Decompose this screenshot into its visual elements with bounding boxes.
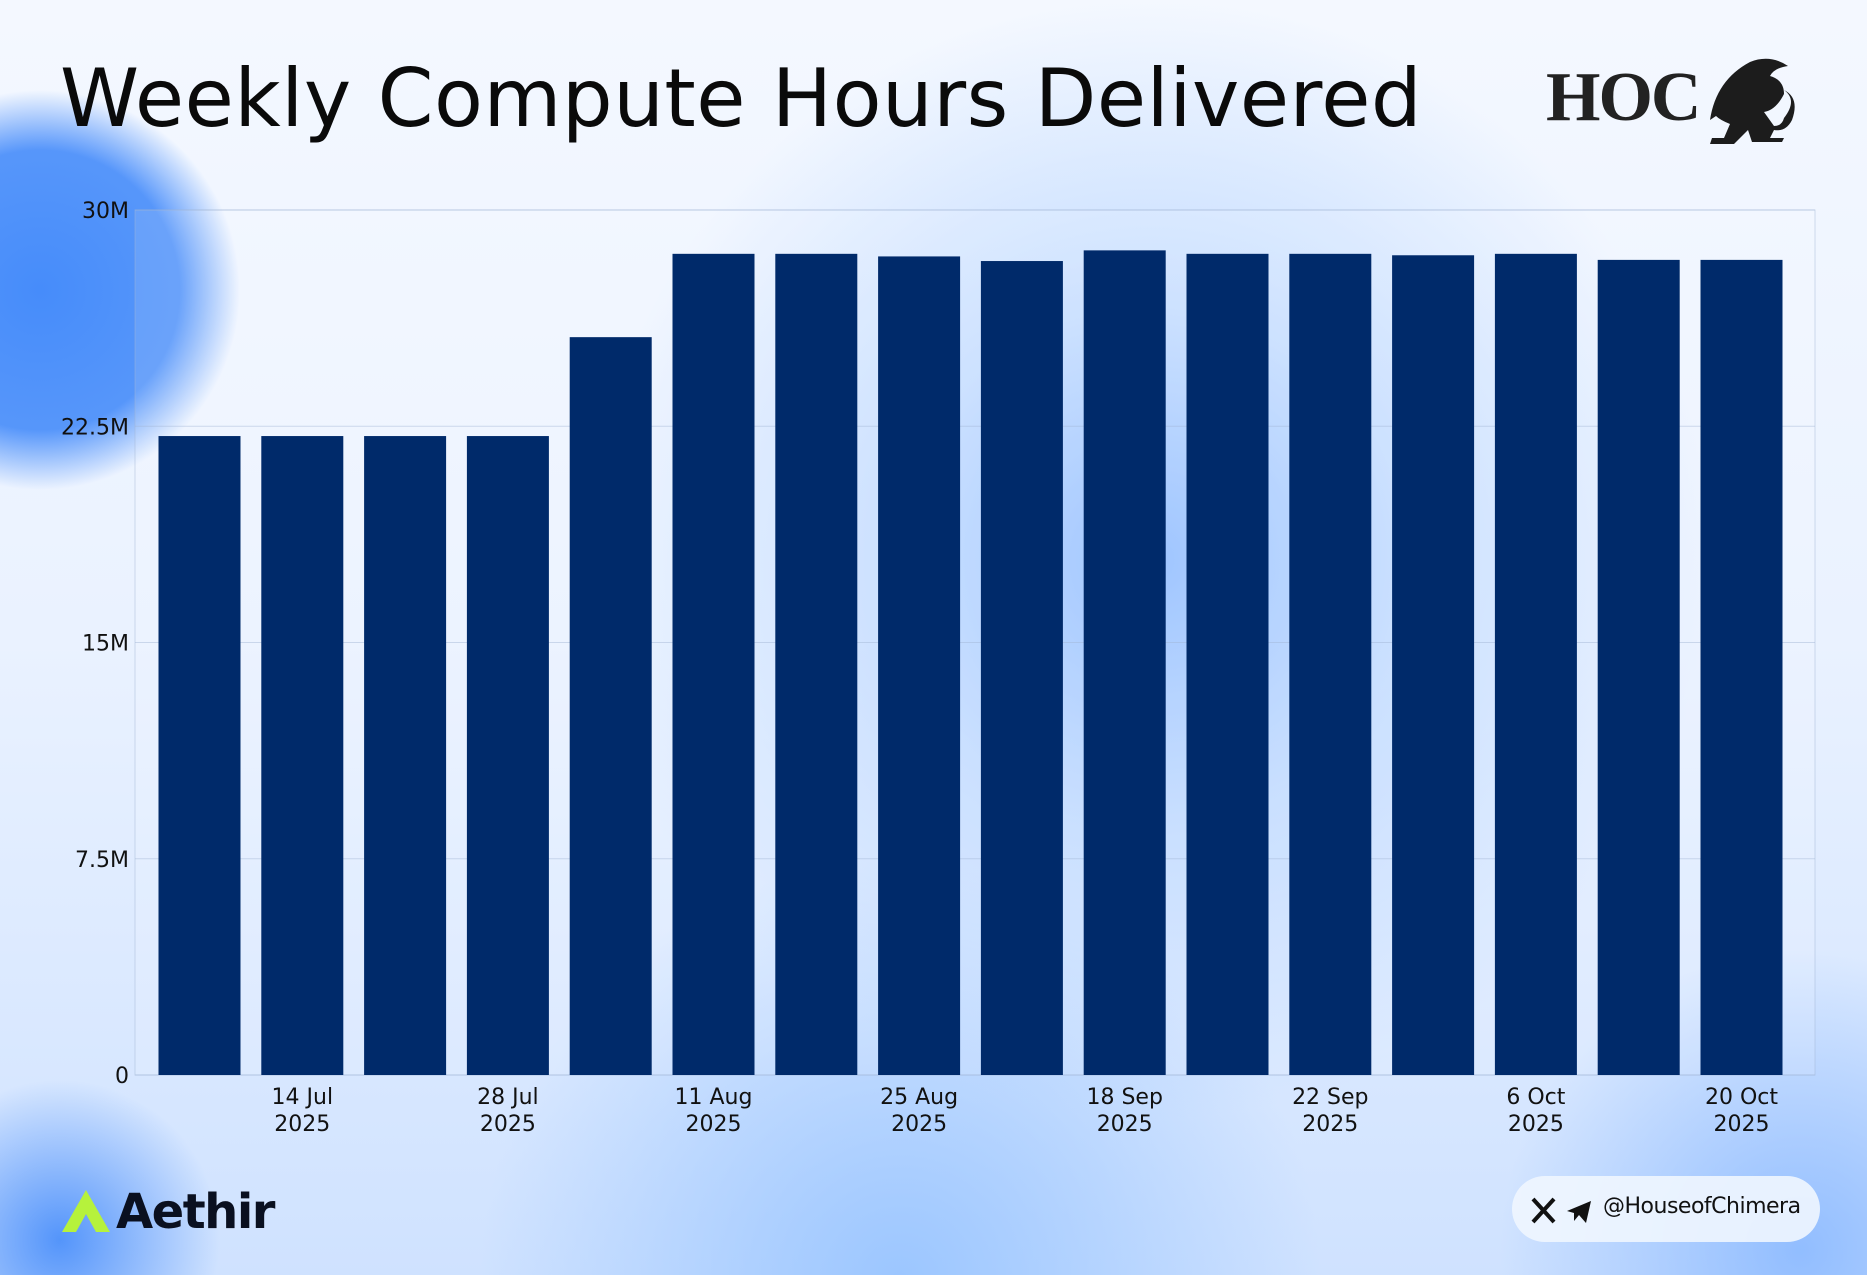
bar: [1392, 255, 1475, 1076]
x-tick-label: 6 Oct 2025: [1506, 1085, 1566, 1137]
bar: [1597, 259, 1680, 1075]
bar: [1186, 253, 1269, 1075]
bar: [158, 436, 241, 1075]
bar: [775, 253, 858, 1075]
bar: [980, 261, 1063, 1075]
y-tick-label: 22.5M: [61, 415, 129, 440]
y-tick-label: 15M: [82, 632, 129, 657]
bar: [1494, 253, 1577, 1075]
brand-name: Aethir: [116, 1184, 275, 1240]
x-tick-label: 11 Aug 2025: [674, 1085, 753, 1137]
x-tick-label: 22 Sep 2025: [1292, 1085, 1369, 1137]
bar: [878, 256, 961, 1076]
bar: [466, 436, 549, 1075]
x-tick-label: 20 Oct 2025: [1704, 1085, 1779, 1137]
x-tick-label: 25 Aug 2025: [880, 1085, 959, 1137]
x-tick-label: 14 Jul 2025: [271, 1085, 334, 1137]
lion-icon: [1710, 58, 1795, 144]
logo-text: HOC: [1546, 59, 1701, 136]
y-tick-label: 0: [115, 1064, 129, 1089]
bar: [1289, 253, 1372, 1075]
y-tick-label: 30M: [82, 199, 129, 224]
bar: [364, 436, 447, 1075]
bar: [261, 436, 344, 1075]
x-tick-label: 28 Jul 2025: [477, 1085, 539, 1137]
handle-pill: [1512, 1176, 1820, 1242]
bar: [1083, 250, 1166, 1075]
y-tick-label: 7.5M: [75, 848, 129, 873]
chart-title: Weekly Compute Hours Delivered: [60, 52, 1423, 145]
social-handle: @HouseofChimera: [1603, 1194, 1801, 1219]
bar: [672, 253, 755, 1075]
bar: [1700, 259, 1783, 1075]
x-tick-label: 18 Sep 2025: [1086, 1085, 1163, 1137]
aethir-icon: [62, 1190, 110, 1232]
bar: [569, 337, 652, 1075]
